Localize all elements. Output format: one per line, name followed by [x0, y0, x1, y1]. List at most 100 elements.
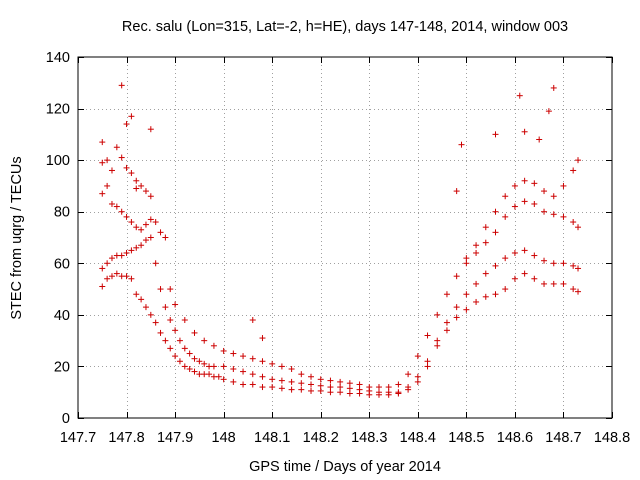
- data-point: [531, 180, 538, 187]
- data-point: [453, 273, 460, 280]
- data-point: [157, 229, 164, 236]
- data-point: [570, 262, 577, 269]
- data-point: [570, 219, 577, 226]
- data-point: [541, 280, 548, 287]
- data-point: [575, 224, 582, 231]
- data-point: [541, 208, 548, 215]
- data-point: [453, 304, 460, 311]
- data-point: [521, 198, 528, 205]
- data-point: [545, 108, 552, 115]
- data-point: [560, 280, 567, 287]
- data-point: [502, 193, 509, 200]
- data-point: [142, 188, 149, 195]
- x-tick-label: 147.8: [108, 430, 144, 446]
- data-point: [152, 219, 159, 226]
- data-point: [138, 296, 145, 303]
- data-point: [142, 237, 149, 244]
- data-point: [157, 329, 164, 336]
- data-point: [167, 345, 174, 352]
- data-point: [123, 273, 130, 280]
- x-tick-label: 147.7: [60, 430, 96, 446]
- data-point: [492, 208, 499, 215]
- data-point: [473, 249, 480, 256]
- data-point: [308, 381, 315, 388]
- data-point: [288, 378, 295, 385]
- data-point: [414, 378, 421, 385]
- data-point: [201, 360, 208, 367]
- data-point: [138, 226, 145, 233]
- data-point: [162, 304, 169, 311]
- data-point: [463, 291, 470, 298]
- data-point: [521, 247, 528, 254]
- x-tick-label: 148.8: [594, 430, 630, 446]
- data-point: [424, 363, 431, 370]
- data-point: [172, 353, 179, 360]
- data-point: [327, 377, 334, 384]
- data-point: [463, 306, 470, 313]
- data-point: [99, 190, 106, 197]
- x-tick-label: 147.9: [157, 430, 193, 446]
- data-point: [473, 280, 480, 287]
- data-point: [575, 265, 582, 272]
- data-point: [162, 234, 169, 241]
- axis-ticks: 147.7 147.8 147.9 148 148.1 148.2 148.3 148.4 14…: [46, 50, 630, 446]
- data-point: [220, 363, 227, 370]
- data-point: [196, 358, 203, 365]
- y-tick-label: 100: [46, 153, 70, 169]
- data-point: [104, 182, 111, 189]
- data-point: [201, 337, 208, 344]
- data-point: [99, 283, 106, 290]
- data-point: [516, 92, 523, 99]
- data-point: [288, 366, 295, 373]
- data-point: [443, 291, 450, 298]
- data-point: [104, 260, 111, 267]
- data-point: [172, 301, 179, 308]
- data-point: [550, 280, 557, 287]
- data-point: [346, 380, 353, 387]
- x-tick-label: 148.3: [351, 430, 387, 446]
- data-point: [424, 332, 431, 339]
- data-point: [541, 188, 548, 195]
- data-point: [536, 136, 543, 143]
- data-point: [123, 121, 130, 128]
- data-point: [162, 337, 169, 344]
- data-point: [356, 386, 363, 393]
- data-point: [133, 291, 140, 298]
- data-point: [147, 311, 154, 318]
- data-point: [521, 270, 528, 277]
- data-point: [385, 384, 392, 391]
- data-point: [113, 270, 120, 277]
- data-point: [395, 389, 402, 396]
- data-point: [327, 384, 334, 391]
- data-point: [206, 371, 213, 378]
- data-point: [550, 193, 557, 200]
- data-point: [346, 385, 353, 392]
- data-point: [473, 242, 480, 249]
- data-point: [434, 337, 441, 344]
- data-point: [375, 384, 382, 391]
- data-point: [191, 355, 198, 362]
- data-point: [157, 286, 164, 293]
- data-point: [249, 381, 256, 388]
- data-point: [113, 203, 120, 210]
- data-point: [575, 157, 582, 164]
- data-point: [511, 249, 518, 256]
- data-point: [327, 389, 334, 396]
- data-point: [560, 260, 567, 267]
- y-tick-label: 120: [46, 102, 70, 118]
- data-point: [249, 371, 256, 378]
- data-point: [366, 384, 373, 391]
- data-point: [138, 242, 145, 249]
- data-point: [167, 317, 174, 324]
- data-point: [434, 311, 441, 318]
- x-tick-label: 148.5: [448, 430, 484, 446]
- data-point: [104, 275, 111, 282]
- data-point: [492, 229, 499, 236]
- data-point: [492, 291, 499, 298]
- data-point: [133, 177, 140, 184]
- data-point: [167, 286, 174, 293]
- data-point: [405, 384, 412, 391]
- data-point: [337, 384, 344, 391]
- data-point: [104, 157, 111, 164]
- data-point: [147, 126, 154, 133]
